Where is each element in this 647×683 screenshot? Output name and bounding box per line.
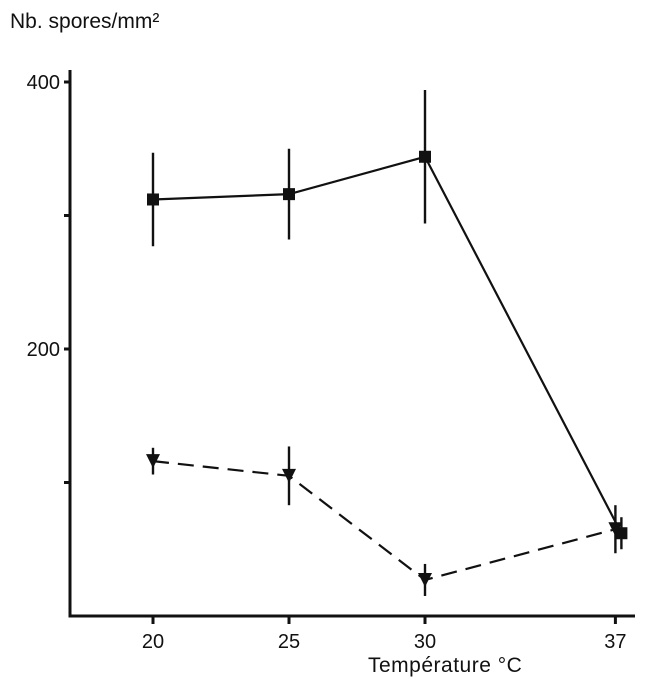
series-layer	[146, 90, 628, 596]
y-axis-label: Nb. spores/mm²	[10, 10, 159, 33]
data-point-triangle	[146, 454, 160, 469]
x-tick-label: 20	[142, 631, 164, 653]
data-point-square	[419, 150, 431, 163]
data-point-square	[147, 193, 159, 206]
axes: 200 400 20 25 30 37	[27, 70, 635, 653]
data-point-triangle	[608, 522, 623, 537]
y-tick-label: 400	[27, 72, 60, 94]
series-line	[152, 460, 616, 582]
data-point-square	[283, 188, 295, 201]
data-point-triangle	[418, 572, 432, 587]
series-line	[152, 155, 623, 534]
x-axis-label: Température °C	[368, 654, 522, 677]
data-point-triangle	[282, 468, 296, 483]
x-tick-label: 37	[604, 631, 626, 653]
x-tick-label: 30	[414, 631, 436, 653]
x-tick-label: 25	[278, 631, 300, 653]
data-point-square	[615, 527, 628, 540]
y-tick-label: 200	[27, 339, 60, 361]
